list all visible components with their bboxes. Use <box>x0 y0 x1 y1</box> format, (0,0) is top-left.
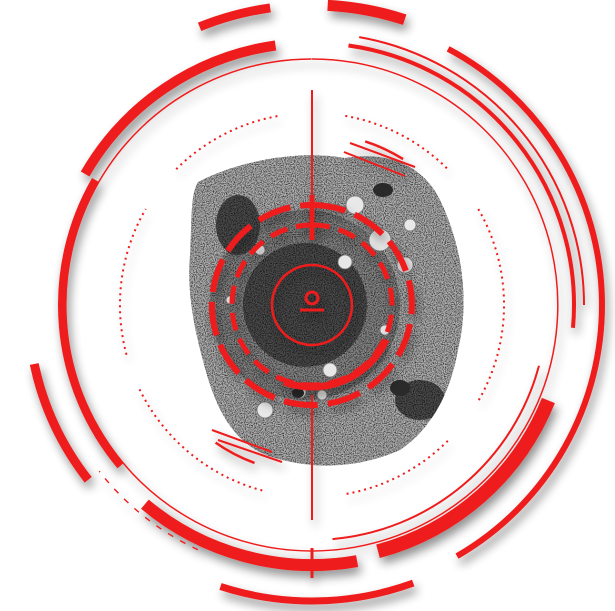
tick-line <box>343 151 406 177</box>
outer-arc <box>327 0 407 25</box>
cell-inclusions <box>292 183 410 398</box>
targeting-reticle <box>29 0 605 605</box>
thick-ring <box>58 178 124 469</box>
dark-inclusion <box>373 183 393 197</box>
thick-ring <box>141 499 359 571</box>
dotted-arc <box>175 114 279 170</box>
vacuole <box>337 254 353 270</box>
outer-dash-arc <box>98 470 199 551</box>
cell-micrograph <box>189 155 464 466</box>
vacuole <box>322 362 338 378</box>
outer-arc <box>446 46 605 559</box>
vacuole <box>403 218 417 232</box>
vacuole <box>345 195 365 215</box>
outer-arc <box>197 3 271 31</box>
dotted-arc <box>345 114 449 170</box>
vacuole <box>256 401 274 419</box>
thin-ring <box>359 36 585 306</box>
inner-arc <box>364 140 404 161</box>
tick-line <box>349 142 416 168</box>
dotted-arc <box>477 208 506 402</box>
dotted-arc <box>118 208 147 355</box>
inner-arc <box>214 441 255 465</box>
thick-ring <box>80 40 277 177</box>
vacuole <box>316 389 328 401</box>
thin-ring <box>332 365 540 541</box>
dark-inclusion <box>292 388 304 398</box>
nucleus-arc <box>282 338 390 391</box>
outer-arc <box>219 579 415 605</box>
dark-inclusion <box>390 380 410 396</box>
tick-line <box>211 429 273 453</box>
thick-ring <box>348 43 576 328</box>
thick-ring <box>376 397 555 559</box>
center-ring <box>270 263 354 347</box>
center-dot <box>304 290 320 306</box>
dotted-arc <box>345 440 449 496</box>
tick-line <box>217 439 283 463</box>
outer-arc <box>29 363 92 483</box>
